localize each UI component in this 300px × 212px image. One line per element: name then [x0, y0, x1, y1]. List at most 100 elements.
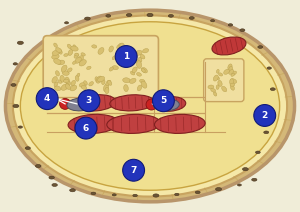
- Ellipse shape: [117, 45, 121, 49]
- Ellipse shape: [195, 191, 200, 194]
- Text: 2: 2: [262, 111, 268, 120]
- Ellipse shape: [142, 67, 147, 73]
- Ellipse shape: [13, 15, 287, 197]
- Ellipse shape: [70, 85, 77, 91]
- Ellipse shape: [154, 114, 205, 133]
- Ellipse shape: [252, 178, 257, 181]
- Ellipse shape: [61, 65, 67, 72]
- Ellipse shape: [212, 37, 246, 55]
- Ellipse shape: [13, 104, 19, 108]
- Ellipse shape: [216, 85, 219, 89]
- Ellipse shape: [20, 22, 280, 190]
- Ellipse shape: [264, 131, 269, 134]
- Ellipse shape: [17, 41, 23, 45]
- Ellipse shape: [137, 85, 142, 91]
- Ellipse shape: [58, 49, 62, 54]
- Ellipse shape: [147, 13, 153, 17]
- Text: 7: 7: [130, 166, 137, 175]
- Ellipse shape: [112, 66, 118, 70]
- Ellipse shape: [105, 87, 109, 94]
- Ellipse shape: [153, 96, 186, 111]
- Ellipse shape: [232, 71, 236, 75]
- Ellipse shape: [65, 77, 69, 84]
- Ellipse shape: [208, 85, 214, 89]
- Ellipse shape: [81, 85, 87, 89]
- Ellipse shape: [56, 48, 62, 53]
- Ellipse shape: [224, 69, 230, 74]
- Ellipse shape: [110, 95, 154, 111]
- Ellipse shape: [229, 70, 234, 74]
- Ellipse shape: [96, 76, 102, 83]
- Ellipse shape: [189, 17, 194, 19]
- Ellipse shape: [63, 79, 69, 82]
- Ellipse shape: [106, 15, 111, 17]
- Ellipse shape: [129, 58, 134, 62]
- Ellipse shape: [81, 53, 85, 56]
- Ellipse shape: [231, 79, 237, 83]
- Ellipse shape: [133, 194, 137, 197]
- Ellipse shape: [130, 78, 136, 84]
- Ellipse shape: [54, 43, 57, 47]
- Ellipse shape: [141, 68, 145, 72]
- Ellipse shape: [175, 193, 179, 196]
- Ellipse shape: [140, 79, 145, 83]
- Ellipse shape: [92, 45, 97, 48]
- Ellipse shape: [61, 84, 68, 90]
- Ellipse shape: [109, 67, 113, 71]
- Ellipse shape: [58, 80, 62, 83]
- Ellipse shape: [153, 194, 159, 197]
- Ellipse shape: [102, 80, 105, 85]
- Ellipse shape: [106, 80, 111, 86]
- Circle shape: [78, 90, 100, 112]
- Ellipse shape: [270, 88, 275, 91]
- Ellipse shape: [13, 63, 17, 65]
- Ellipse shape: [95, 77, 99, 82]
- Ellipse shape: [87, 66, 91, 70]
- Ellipse shape: [54, 86, 61, 91]
- Text: 5: 5: [160, 96, 167, 105]
- Ellipse shape: [132, 51, 138, 60]
- Ellipse shape: [74, 53, 78, 58]
- Ellipse shape: [242, 168, 248, 171]
- Text: 4: 4: [44, 94, 50, 103]
- Ellipse shape: [77, 95, 116, 111]
- Ellipse shape: [168, 14, 173, 17]
- Ellipse shape: [11, 84, 16, 86]
- Ellipse shape: [35, 165, 41, 167]
- Ellipse shape: [65, 84, 70, 89]
- Ellipse shape: [68, 49, 73, 56]
- Ellipse shape: [267, 67, 272, 69]
- Ellipse shape: [230, 83, 235, 86]
- Ellipse shape: [71, 46, 78, 51]
- Ellipse shape: [132, 67, 137, 73]
- Ellipse shape: [60, 75, 64, 82]
- Circle shape: [123, 159, 145, 181]
- Ellipse shape: [218, 80, 222, 86]
- Text: 3: 3: [86, 96, 92, 105]
- Ellipse shape: [73, 61, 76, 64]
- Ellipse shape: [222, 86, 227, 92]
- Ellipse shape: [71, 80, 76, 86]
- FancyBboxPatch shape: [43, 36, 158, 100]
- Ellipse shape: [216, 77, 220, 80]
- Ellipse shape: [136, 73, 141, 76]
- Ellipse shape: [77, 56, 84, 62]
- Ellipse shape: [211, 20, 214, 22]
- Ellipse shape: [84, 81, 87, 85]
- Ellipse shape: [75, 53, 79, 56]
- Ellipse shape: [103, 84, 109, 92]
- Ellipse shape: [130, 71, 135, 75]
- Ellipse shape: [98, 76, 105, 82]
- Text: 1: 1: [123, 52, 129, 61]
- Ellipse shape: [256, 151, 260, 154]
- Ellipse shape: [154, 99, 179, 111]
- Circle shape: [254, 105, 276, 126]
- Ellipse shape: [18, 126, 22, 128]
- Ellipse shape: [213, 92, 217, 96]
- Ellipse shape: [134, 58, 138, 62]
- Ellipse shape: [136, 61, 142, 68]
- Ellipse shape: [139, 57, 142, 62]
- Ellipse shape: [126, 14, 132, 17]
- Ellipse shape: [123, 78, 130, 83]
- Ellipse shape: [215, 188, 222, 191]
